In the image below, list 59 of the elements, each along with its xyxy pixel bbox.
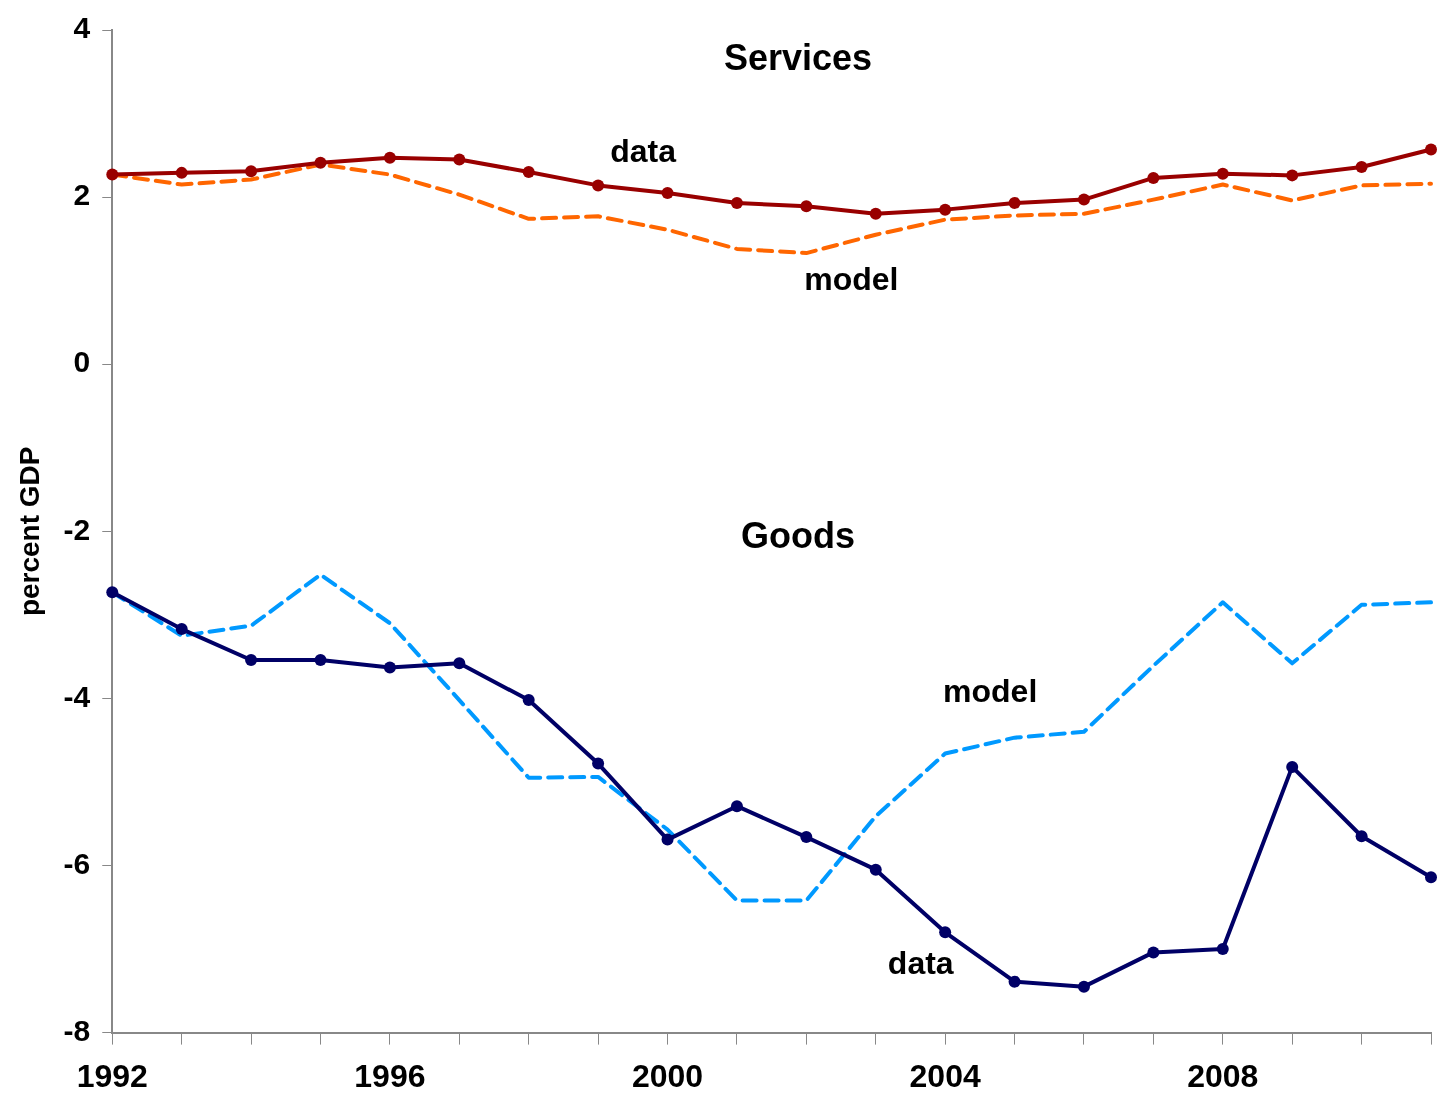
point [592,757,605,770]
point [1425,143,1437,156]
point [869,207,882,220]
point [175,166,188,179]
y-tick-label: -8 [63,1013,91,1047]
x-tick-label: 2000 [631,1057,704,1094]
point [383,661,396,674]
point [939,203,952,216]
y-axis-title: percent GDP [13,446,45,617]
annotation: Goods [741,514,856,556]
point [730,196,743,209]
point [1008,975,1021,988]
point [245,653,258,666]
point [800,831,813,844]
point [1216,167,1229,180]
point [453,153,466,166]
point [314,156,327,169]
x-tick-label: 2004 [909,1057,981,1094]
series-label: model [943,673,1038,710]
point [661,186,674,199]
point [592,179,605,192]
point [800,200,813,213]
point [730,800,743,813]
x-tick-label: 2008 [1187,1057,1259,1094]
x-tick-label: 1996 [354,1057,426,1094]
point [869,863,882,876]
point [1008,196,1021,209]
y-tick-label: -4 [63,679,91,713]
point [1216,943,1229,956]
series-label: data [610,133,677,170]
point [1286,760,1299,773]
series-label: model [804,260,899,297]
point [175,623,188,636]
point [1147,171,1160,184]
y-tick-label: 2 [73,178,91,212]
annotation: Services [723,36,873,78]
y-tick-label: -2 [63,512,91,546]
point [383,151,396,164]
point [1355,161,1368,174]
point [1286,169,1299,182]
point [1077,980,1090,993]
point [522,694,535,707]
point [522,166,535,179]
point [1355,830,1368,843]
y-tick-label: 4 [73,11,91,45]
point [1147,946,1160,959]
point [1077,193,1090,206]
point [106,586,119,599]
point [245,165,258,178]
y-tick-label: -6 [63,846,91,880]
y-tick-label: 0 [73,345,91,379]
point [939,926,952,939]
point [314,653,327,666]
point [453,657,466,670]
series-label: data [887,944,954,981]
point [661,833,674,846]
x-tick-label: 1992 [76,1057,148,1094]
point [1425,871,1437,884]
point [106,168,119,181]
